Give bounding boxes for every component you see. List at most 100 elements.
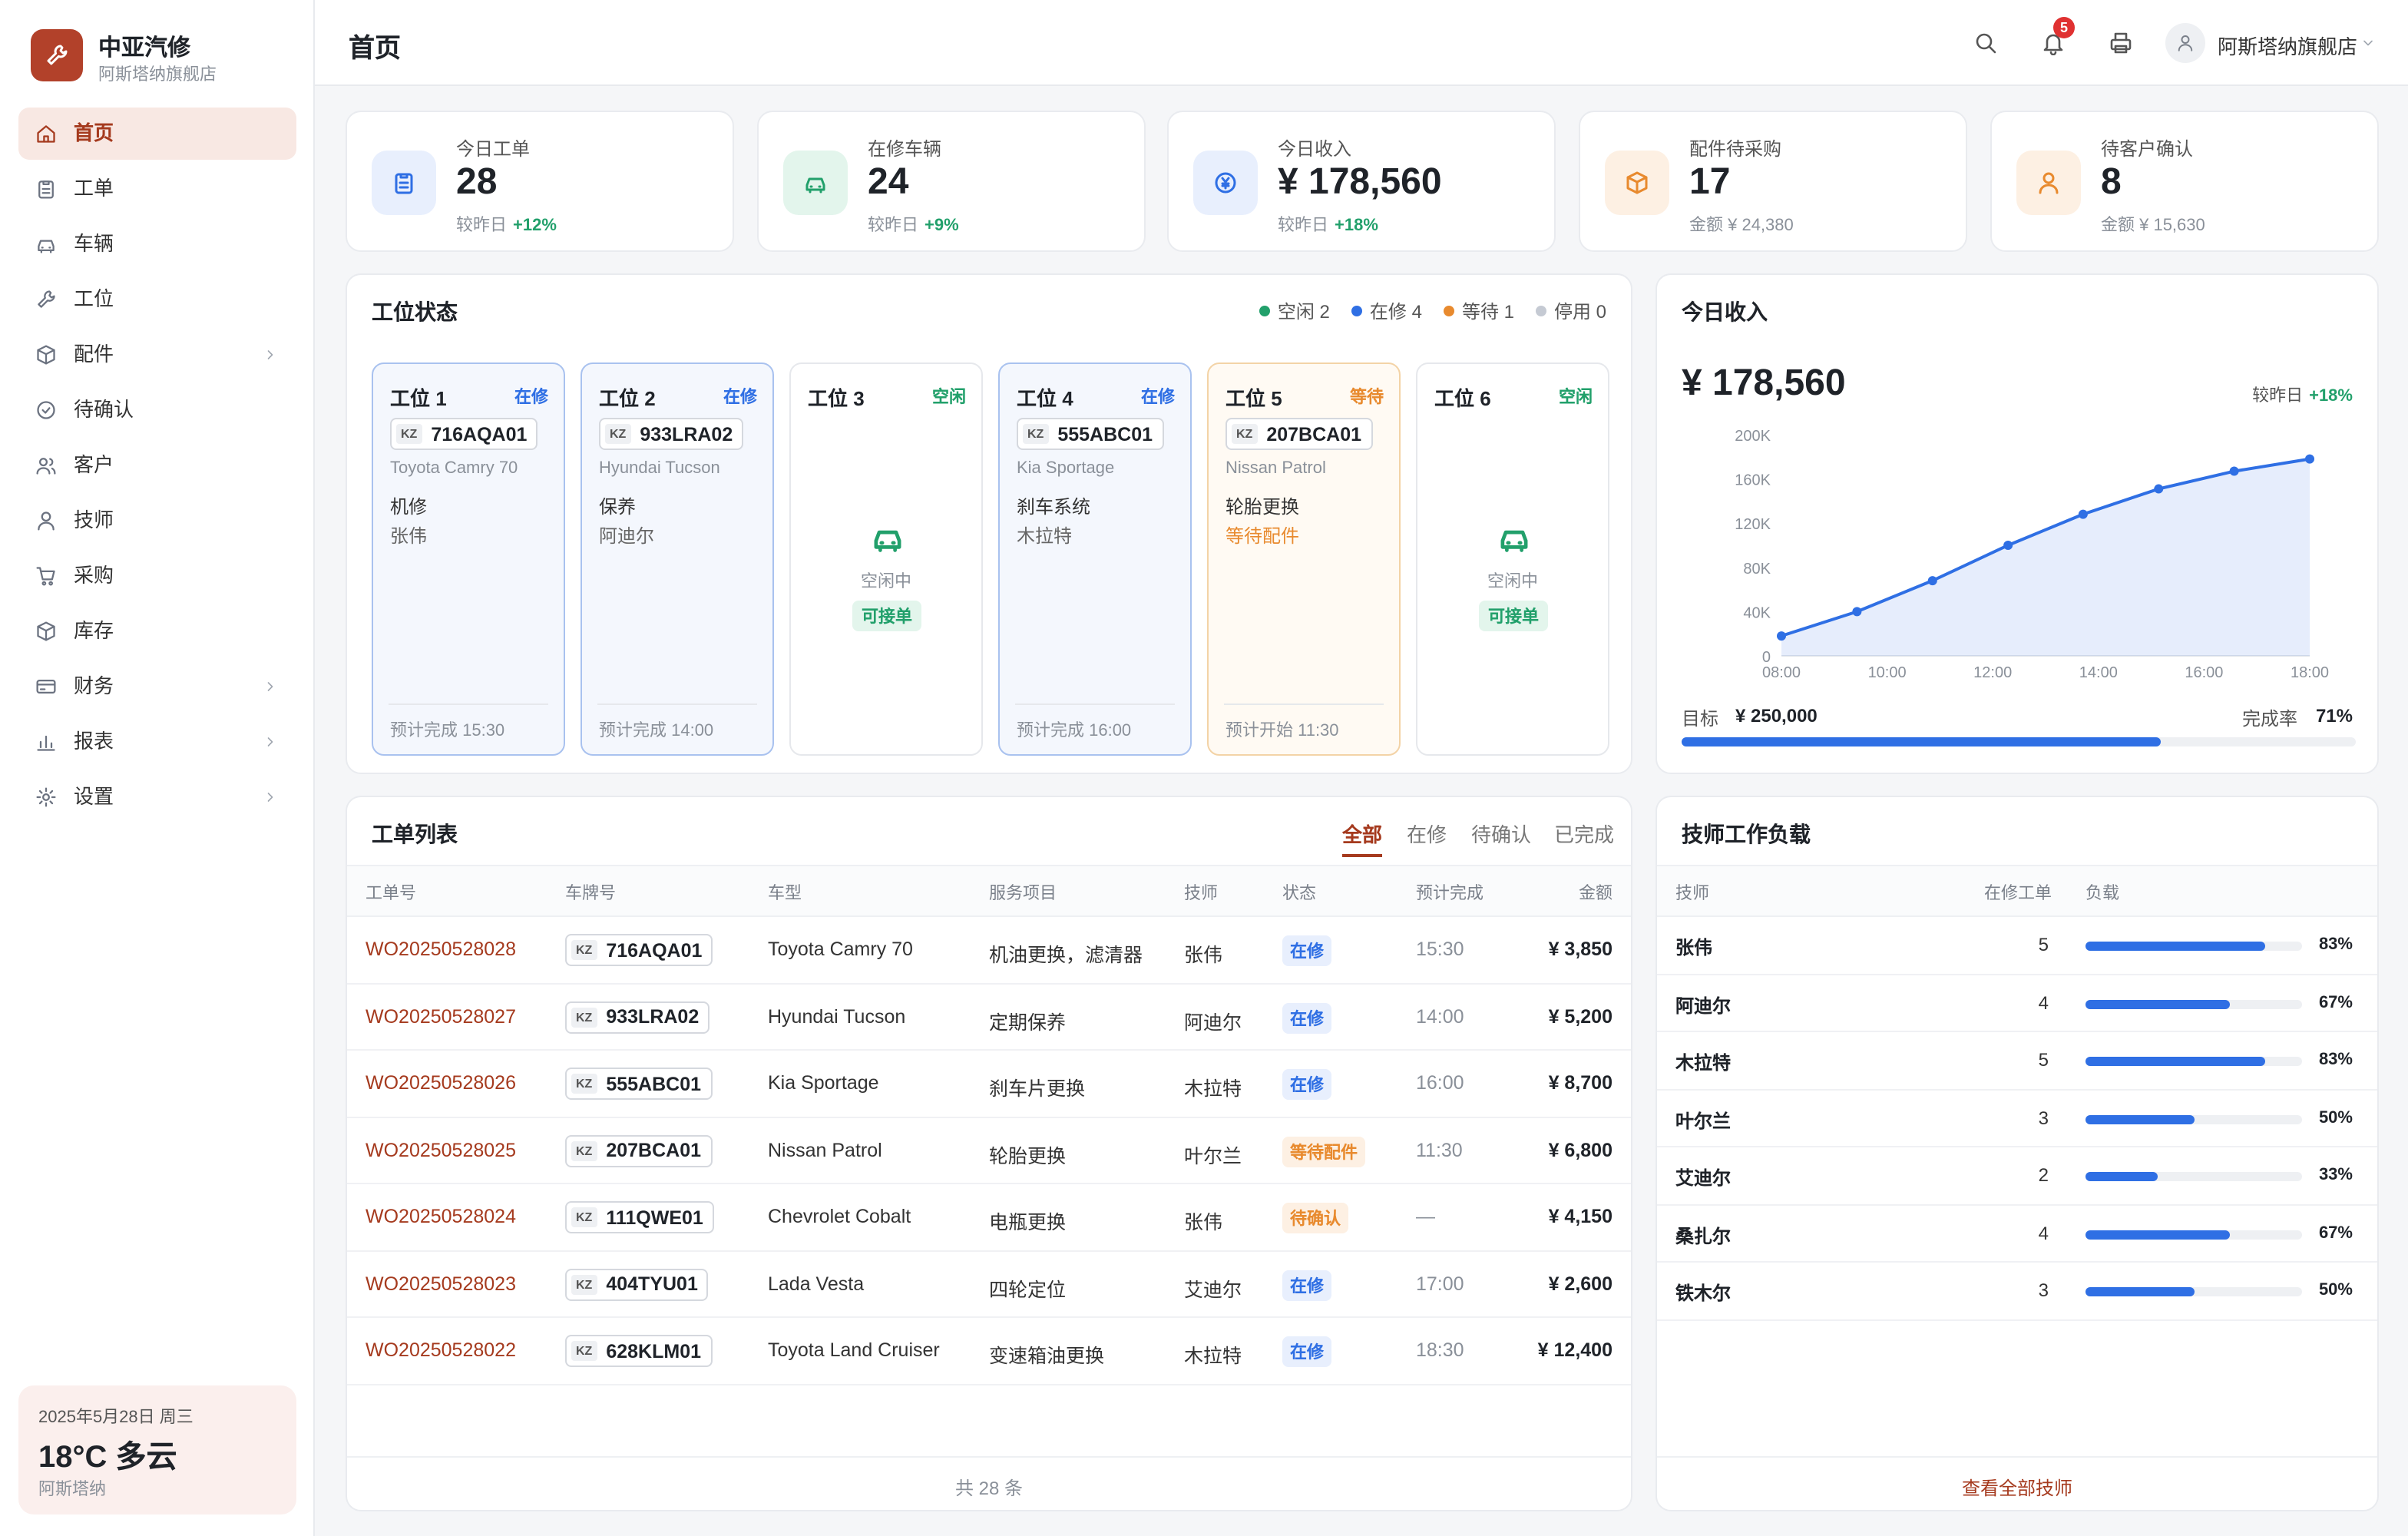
y-tick-label: 40K <box>1743 604 1771 621</box>
cell-eta: 14:00 <box>1416 1005 1464 1027</box>
load-track <box>2086 999 2302 1008</box>
nav-label: 技师 <box>74 508 114 531</box>
view-all-link[interactable]: 查看全部技师 <box>1961 1478 2072 1499</box>
plate: KZ 716AQA01 <box>390 418 538 450</box>
legend: 空闲 2 在修 4 等待 1 停用 0 <box>1259 298 1606 324</box>
cell-tech: 叶尔兰 <box>1184 1145 1242 1167</box>
plate: KZ 933LRA02 <box>599 418 744 450</box>
nav-item[interactable]: 客户 <box>18 439 296 492</box>
icon-part <box>2181 35 2190 44</box>
tab[interactable]: 在修 <box>1407 823 1447 846</box>
icon-part <box>41 180 51 194</box>
brand-subtitle: 阿斯塔纳旗舰店 <box>98 66 217 84</box>
tab[interactable]: 待确认 <box>1471 823 1532 846</box>
sidebar: 中亚汽修 阿斯塔纳旗舰店 首页 工单 车辆 工位 配件 待确认 客户 技师 采购 库存 财务 报表 设置 20… <box>0 0 315 1536</box>
nav-item[interactable]: 工单 <box>18 163 296 215</box>
icon-part <box>48 581 54 586</box>
nav-item[interactable]: 待确认 <box>18 384 296 436</box>
tech-name: 桑扎尔 <box>1675 1225 1732 1246</box>
nav-item[interactable]: 采购 <box>18 550 296 602</box>
column-header: 车型 <box>768 885 802 903</box>
bay-card[interactable]: 工位 6 空闲 空闲中 可接单 <box>1416 362 1609 756</box>
legend-dot <box>1535 306 1546 316</box>
tab[interactable]: 已完成 <box>1554 823 1615 846</box>
cell-amount: ¥ 5,200 <box>1548 1005 1612 1027</box>
nav-label: 车辆 <box>74 232 114 255</box>
divider <box>389 703 548 705</box>
load-track <box>2086 1172 2302 1181</box>
nav-item[interactable]: 工位 <box>18 273 296 326</box>
icon-part <box>36 567 55 581</box>
load-bar <box>2086 1287 2194 1296</box>
plate-number: 933LRA02 <box>606 1006 700 1028</box>
column-header: 状态 <box>1282 885 1316 903</box>
cell-model: Hyundai Tucson <box>768 1005 906 1027</box>
progress-fill <box>1682 737 2161 746</box>
page-title: 首页 <box>349 34 401 63</box>
nav-item[interactable]: 技师 <box>18 495 296 547</box>
bay-tech: 木拉特 <box>1017 525 1073 547</box>
icon <box>36 458 56 475</box>
bay-card[interactable]: 工位 3 空闲 空闲中 可接单 <box>789 362 983 756</box>
user-name[interactable]: 阿斯塔纳旗舰店 <box>2218 35 2358 58</box>
nav-item[interactable]: 车辆 <box>18 218 296 270</box>
stat-label: 今日收入 <box>1278 138 1352 160</box>
stat-change: +18% <box>1335 217 1378 235</box>
bay-card[interactable]: 工位 5 等待 KZ 207BCA01 Nissan Patrol 轮胎更换 等待配件 预计开… <box>1207 362 1401 756</box>
bay-service: 轮胎更换 <box>1226 496 1300 518</box>
tech-row: 铁木尔 3 50% <box>1657 1263 2377 1320</box>
tech-row: 艾迪尔 2 33% <box>1657 1147 2377 1205</box>
stat-icon <box>783 151 848 215</box>
stat-card: 今日收入 ¥ 178,560 较昨日 +18% <box>1167 111 1556 252</box>
bay-card[interactable]: 工位 2 在修 KZ 933LRA02 Hyundai Tucson 保养 阿迪尔 预计完成 … <box>580 362 774 756</box>
load-label: 33% <box>2318 1166 2353 1184</box>
load-bar <box>2086 1114 2194 1124</box>
icon-part <box>1626 176 1648 194</box>
icon-button[interactable]: 5 <box>2038 17 2075 58</box>
icon-button[interactable] <box>2105 28 2136 58</box>
stat-value: 17 <box>1689 161 1731 203</box>
cell-id: WO20250528023 <box>366 1273 516 1294</box>
legend-dot <box>1351 306 1362 316</box>
nav-item[interactable]: 设置 <box>18 771 296 823</box>
nav-item[interactable]: 配件 <box>18 329 296 381</box>
panel-title: 今日收入 <box>1682 300 1768 324</box>
icon-button[interactable] <box>1970 28 2001 58</box>
nav-label: 配件 <box>74 343 114 366</box>
icon-part <box>2043 172 2055 184</box>
bay-status: 空闲 <box>932 389 966 407</box>
tech-orders: 5 <box>2038 934 2049 955</box>
plate-number: 207BCA01 <box>1266 423 1362 445</box>
load-label: 50% <box>2318 1281 2353 1299</box>
bay-footer: 预计完成 16:00 <box>1017 722 1132 740</box>
icon-part <box>38 240 55 252</box>
nav-item[interactable]: 财务 <box>18 660 296 713</box>
nav-label: 采购 <box>74 564 114 587</box>
weather-city: 阿斯塔纳 <box>38 1481 106 1499</box>
icon <box>2110 32 2132 54</box>
stat-icon <box>2016 151 2081 215</box>
weather-date: 2025年5月28日 周三 <box>38 1409 194 1427</box>
avatar[interactable] <box>2165 23 2205 63</box>
tab[interactable]: 全部 <box>1342 819 1383 857</box>
nav-item[interactable]: 首页 <box>18 108 296 160</box>
table-row: WO20250528022 KZ 628KLM01 Toyota Land Cruis… <box>347 1318 1631 1385</box>
load-bar <box>2086 942 2266 951</box>
plate-region: KZ <box>571 1007 597 1027</box>
cell-tech: 木拉特 <box>1184 1078 1242 1100</box>
cell-eta: — <box>1416 1206 1435 1227</box>
nav-item[interactable]: 报表 <box>18 716 296 768</box>
icon <box>37 621 55 641</box>
stat-card: 待客户确认 8 金额 ¥ 15,630 <box>1990 111 2379 252</box>
bay-card[interactable]: 工位 1 在修 KZ 716AQA01 Toyota Camry 70 机修 张伟 预计完成 … <box>372 362 565 756</box>
cell-id: WO20250528028 <box>366 938 516 960</box>
status-chip: 等待配件 <box>1282 1136 1365 1167</box>
load-bar <box>2086 1230 2231 1239</box>
revenue-chart: 0 40K 80K 120K 160K 200K 08:00 10:00 12:00 14:00 1… <box>1735 428 2329 681</box>
icon <box>874 530 901 552</box>
cell-id: WO20250528025 <box>366 1139 516 1160</box>
tech-name: 叶尔兰 <box>1675 1110 1732 1131</box>
nav-item[interactable]: 库存 <box>18 605 296 657</box>
bay-card[interactable]: 工位 4 在修 KZ 555ABC01 Kia Sportage 刹车系统 木拉特 预计完成 … <box>998 362 1192 756</box>
bay-status: 等待 <box>1350 389 1384 407</box>
